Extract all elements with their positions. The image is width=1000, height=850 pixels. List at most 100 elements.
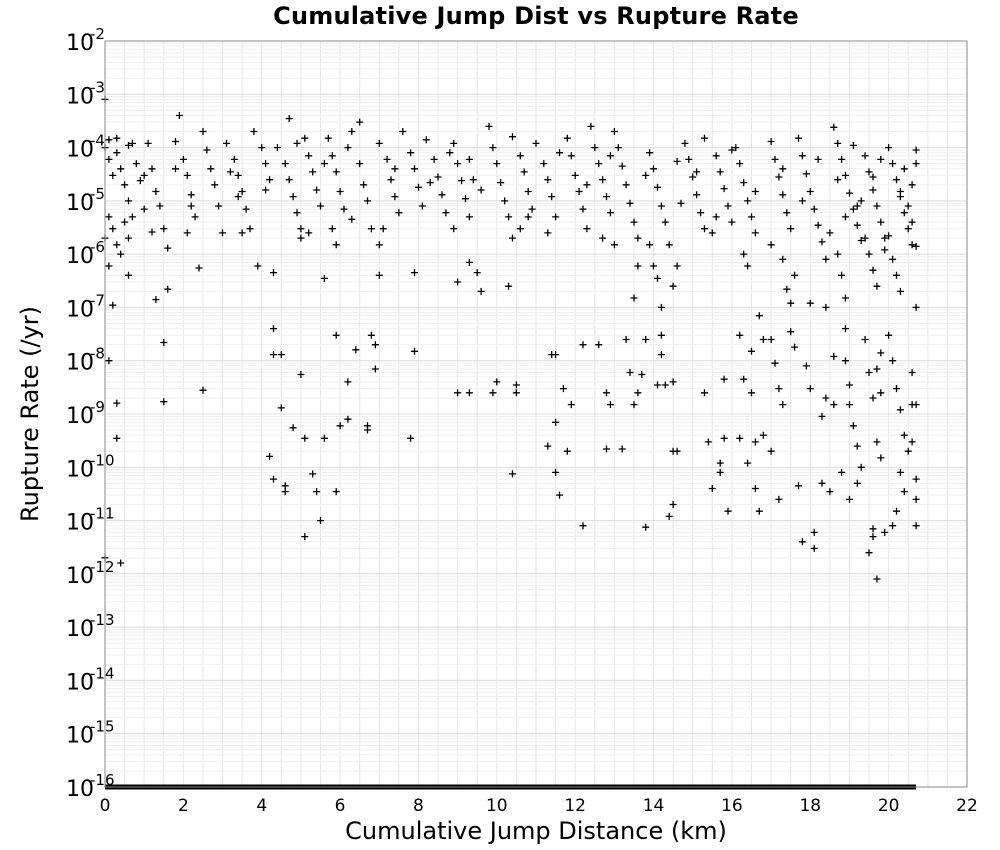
data-point bbox=[795, 134, 802, 142]
y-tick-label: 10 bbox=[66, 138, 94, 163]
data-point bbox=[559, 385, 567, 393]
data-point bbox=[650, 165, 657, 173]
data-point bbox=[634, 262, 642, 270]
data-point bbox=[869, 266, 877, 274]
data-point bbox=[661, 218, 669, 226]
data-point bbox=[826, 229, 834, 237]
data-point bbox=[407, 434, 415, 442]
x-tick-label: 6 bbox=[335, 796, 346, 816]
data-point bbox=[610, 128, 618, 135]
data-point bbox=[540, 160, 548, 168]
data-point bbox=[767, 447, 775, 455]
data-point bbox=[881, 246, 889, 254]
y-tick-exponent: -10 bbox=[90, 451, 115, 469]
data-point bbox=[912, 160, 920, 168]
data-point bbox=[665, 241, 673, 249]
y-tick-label: 10 bbox=[66, 670, 94, 695]
data-point bbox=[485, 122, 493, 130]
x-tick-label: 12 bbox=[564, 796, 586, 816]
data-point bbox=[795, 482, 802, 490]
data-point bbox=[849, 141, 857, 149]
data-point bbox=[869, 533, 877, 541]
data-point bbox=[900, 431, 908, 439]
data-point bbox=[336, 188, 344, 195]
data-point bbox=[524, 213, 532, 221]
data-point bbox=[642, 523, 650, 531]
data-point bbox=[657, 351, 665, 359]
data-point bbox=[798, 197, 806, 205]
data-point bbox=[767, 241, 775, 249]
data-point bbox=[606, 152, 614, 160]
data-point bbox=[528, 205, 536, 213]
data-point bbox=[712, 152, 720, 160]
data-point bbox=[708, 229, 716, 237]
data-point bbox=[160, 339, 168, 346]
data-point bbox=[767, 138, 775, 145]
y-tick-label: 10 bbox=[66, 404, 94, 429]
data-point bbox=[630, 294, 638, 302]
data-point bbox=[591, 144, 599, 152]
data-point bbox=[904, 225, 912, 233]
data-point bbox=[336, 422, 344, 430]
data-point bbox=[885, 144, 893, 152]
data-point bbox=[301, 134, 309, 142]
data-point bbox=[755, 312, 763, 320]
data-point bbox=[751, 188, 759, 195]
data-point bbox=[383, 155, 391, 163]
data-point bbox=[900, 209, 908, 217]
data-point bbox=[802, 170, 810, 178]
data-point bbox=[904, 202, 912, 210]
data-point bbox=[465, 258, 473, 266]
data-point bbox=[798, 538, 806, 546]
data-point bbox=[454, 278, 462, 286]
data-point bbox=[465, 389, 473, 397]
data-point bbox=[877, 454, 885, 462]
data-point bbox=[109, 301, 117, 309]
data-point bbox=[657, 202, 665, 210]
data-point bbox=[853, 442, 861, 450]
data-point bbox=[544, 442, 552, 450]
data-point bbox=[642, 171, 650, 179]
data-point bbox=[465, 213, 473, 221]
y-tick-label: 10 bbox=[66, 297, 94, 322]
y-tick-label: 10 bbox=[66, 31, 94, 56]
data-point bbox=[195, 264, 203, 272]
data-point bbox=[908, 369, 916, 376]
data-point bbox=[610, 241, 618, 249]
data-point bbox=[842, 213, 849, 221]
data-point bbox=[908, 218, 916, 226]
x-tick-label: 14 bbox=[643, 796, 665, 816]
data-point bbox=[830, 401, 838, 409]
data-point bbox=[677, 199, 685, 207]
data-point bbox=[873, 282, 881, 290]
data-point bbox=[896, 468, 904, 476]
data-point bbox=[751, 485, 759, 492]
data-point bbox=[599, 176, 607, 184]
y-tick-exponent: -6 bbox=[90, 238, 105, 256]
data-point bbox=[630, 218, 638, 226]
x-tick-label: 8 bbox=[413, 796, 424, 816]
data-point bbox=[822, 394, 830, 402]
data-point bbox=[775, 385, 783, 393]
data-point bbox=[889, 522, 897, 530]
data-point bbox=[340, 205, 348, 213]
data-point bbox=[842, 357, 849, 365]
data-point bbox=[771, 359, 779, 367]
data-point bbox=[152, 296, 160, 304]
data-point bbox=[317, 517, 324, 525]
data-point bbox=[187, 191, 195, 199]
data-point bbox=[548, 193, 556, 201]
data-point bbox=[630, 401, 638, 409]
data-point bbox=[270, 325, 277, 333]
data-point bbox=[309, 168, 317, 176]
data-point bbox=[125, 197, 132, 205]
data-point bbox=[191, 213, 199, 221]
data-point bbox=[744, 459, 752, 467]
data-point bbox=[305, 152, 313, 160]
data-point bbox=[567, 401, 575, 409]
data-point bbox=[665, 512, 673, 520]
data-point bbox=[418, 202, 426, 210]
data-point bbox=[889, 160, 897, 168]
data-point bbox=[301, 434, 309, 442]
data-point bbox=[740, 250, 748, 258]
